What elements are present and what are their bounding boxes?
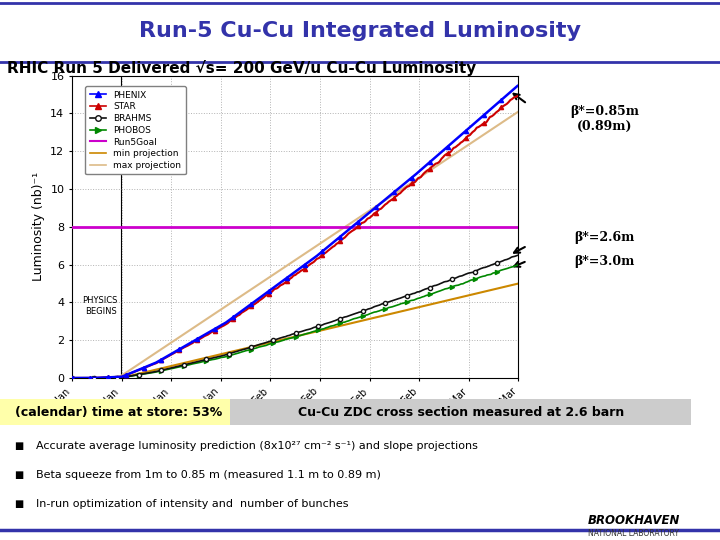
Text: RHIC Run 5 Delivered √s= 200 GeV/u Cu-Cu Luminosity: RHIC Run 5 Delivered √s= 200 GeV/u Cu-Cu… xyxy=(7,59,477,76)
Text: Cu-Cu ZDC cross section measured at 2.6 barn: Cu-Cu ZDC cross section measured at 2.6 … xyxy=(297,406,624,419)
Text: Accurate average luminosity prediction (8x10²⁷ cm⁻² s⁻¹) and slope projections: Accurate average luminosity prediction (… xyxy=(36,441,478,451)
Text: Run-5 Cu-Cu Integrated Luminosity: Run-5 Cu-Cu Integrated Luminosity xyxy=(139,21,581,41)
Text: PHYSICS
BEGINS: PHYSICS BEGINS xyxy=(82,296,117,316)
Text: Beta squeeze from 1m to 0.85 m (measured 1.1 m to 0.89 m): Beta squeeze from 1m to 0.85 m (measured… xyxy=(36,470,381,480)
Text: ■: ■ xyxy=(14,470,24,480)
Text: (calendar) time at store: 53%: (calendar) time at store: 53% xyxy=(15,406,222,419)
Text: β*=0.85m
(0.89m): β*=0.85m (0.89m) xyxy=(570,105,639,133)
Y-axis label: Luminosity (nb)⁻¹: Luminosity (nb)⁻¹ xyxy=(32,172,45,281)
Text: β*=3.0m: β*=3.0m xyxy=(575,255,635,268)
FancyBboxPatch shape xyxy=(230,399,691,425)
FancyBboxPatch shape xyxy=(0,399,238,425)
Legend: PHENIX, STAR, BRAHMS, PHOBOS, Run5Goal, min projection, max projection: PHENIX, STAR, BRAHMS, PHOBOS, Run5Goal, … xyxy=(86,86,186,174)
Text: ■: ■ xyxy=(14,500,24,509)
Text: BROOKHAVEN: BROOKHAVEN xyxy=(588,514,680,527)
Text: In-run optimization of intensity and  number of bunches: In-run optimization of intensity and num… xyxy=(36,500,348,509)
Text: ■: ■ xyxy=(14,441,24,451)
Text: NATIONAL LABORATORY: NATIONAL LABORATORY xyxy=(588,529,679,538)
Text: β*=2.6m: β*=2.6m xyxy=(575,231,635,244)
